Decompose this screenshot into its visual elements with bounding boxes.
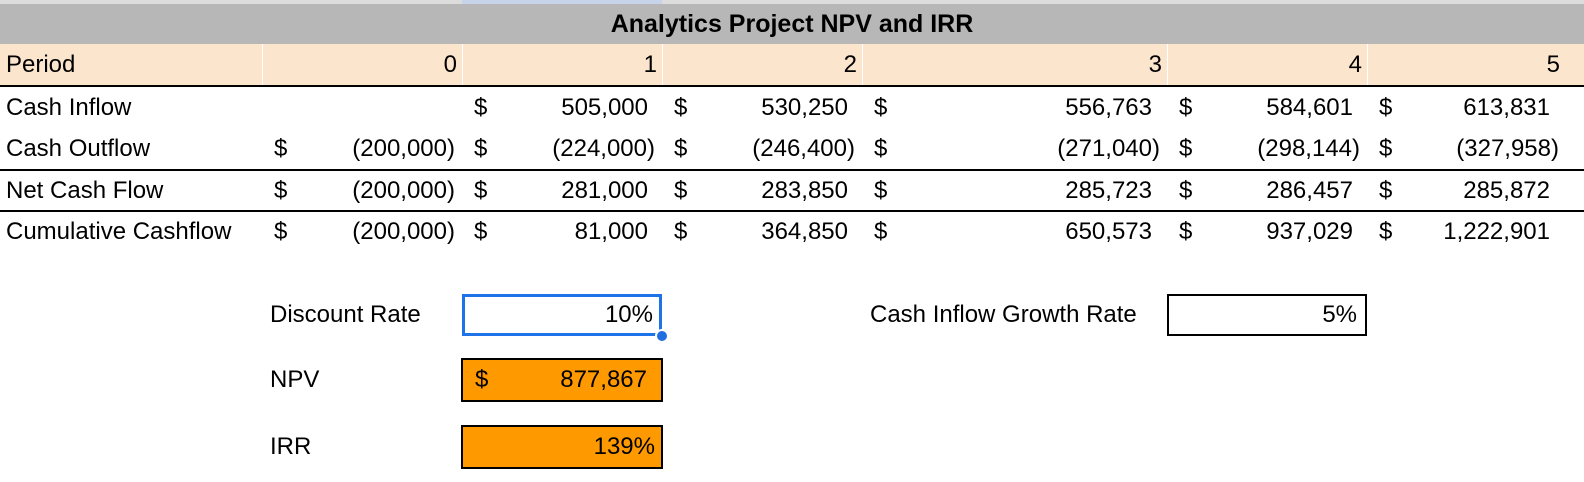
period-cell-4[interactable]: 4: [1348, 51, 1362, 78]
discount-rate-label[interactable]: Discount Rate: [270, 301, 421, 328]
currency-symbol: $: [674, 135, 688, 162]
currency-symbol: $: [874, 218, 888, 245]
irr-value: 139%: [593, 433, 655, 460]
cell-divider: [662, 44, 663, 86]
cumulative-cashflow-cell-2[interactable]: 364,850: [761, 218, 848, 245]
cash-inflow-label[interactable]: Cash Inflow: [6, 94, 132, 121]
row-border: [0, 85, 1584, 87]
cash-inflow-cell-3[interactable]: 556,763: [1065, 94, 1152, 121]
growth-rate-input[interactable]: 5%: [1167, 294, 1367, 336]
cash-inflow-cell-1[interactable]: 505,000: [561, 94, 648, 121]
cash-outflow-cell-2[interactable]: (246,400): [752, 135, 855, 162]
selected-column-indicator: [462, 0, 662, 4]
npv-cell[interactable]: $ 877,867: [461, 358, 663, 402]
currency-symbol: $: [274, 177, 288, 204]
currency-symbol: $: [1379, 218, 1393, 245]
cumulative-cashflow-cell-0[interactable]: (200,000): [352, 218, 455, 245]
growth-rate-label[interactable]: Cash Inflow Growth Rate: [870, 301, 1137, 328]
column-header-strip: [0, 0, 1584, 4]
net-cash-flow-cell-4[interactable]: 286,457: [1266, 177, 1353, 204]
npv-label[interactable]: NPV: [270, 366, 320, 393]
fill-handle[interactable]: [655, 329, 669, 343]
cash-outflow-cell-3[interactable]: (271,040): [1057, 135, 1160, 162]
currency-symbol: $: [1179, 94, 1193, 121]
currency-symbol: $: [274, 135, 288, 162]
period-row: [0, 44, 1584, 86]
net-cash-flow-cell-1[interactable]: 281,000: [561, 177, 648, 204]
currency-symbol: $: [1179, 177, 1193, 204]
currency-symbol: $: [474, 218, 488, 245]
currency-symbol: $: [475, 366, 489, 393]
currency-symbol: $: [874, 177, 888, 204]
cash-outflow-cell-1[interactable]: (224,000): [552, 135, 655, 162]
currency-symbol: $: [1179, 218, 1193, 245]
period-label[interactable]: Period: [6, 51, 76, 78]
cumulative-cashflow-label[interactable]: Cumulative Cashflow: [6, 218, 232, 245]
cash-outflow-cell-0[interactable]: (200,000): [352, 135, 455, 162]
cash-outflow-cell-4[interactable]: (298,144): [1257, 135, 1360, 162]
cell-divider: [262, 44, 263, 86]
cumulative-cashflow-cell-4[interactable]: 937,029: [1266, 218, 1353, 245]
cell-divider: [862, 44, 863, 86]
cell-divider: [1167, 44, 1168, 86]
cumulative-cashflow-cell-3[interactable]: 650,573: [1065, 218, 1152, 245]
currency-symbol: $: [474, 135, 488, 162]
cell-divider: [1367, 44, 1368, 86]
net-cash-flow-cell-3[interactable]: 285,723: [1065, 177, 1152, 204]
period-cell-2[interactable]: 2: [843, 51, 857, 78]
currency-symbol: $: [1179, 135, 1193, 162]
period-cell-3[interactable]: 3: [1148, 51, 1162, 78]
currency-symbol: $: [474, 94, 488, 121]
currency-symbol: $: [874, 135, 888, 162]
net-cash-flow-label[interactable]: Net Cash Flow: [6, 177, 164, 204]
cash-outflow-label[interactable]: Cash Outflow: [6, 135, 151, 162]
period-cell-0[interactable]: 0: [443, 51, 457, 78]
irr-cell[interactable]: 139%: [461, 425, 663, 469]
cumulative-cashflow-cell-5[interactable]: 1,222,901: [1443, 218, 1550, 245]
row-border: [0, 210, 1584, 212]
net-cash-flow-cell-2[interactable]: 283,850: [761, 177, 848, 204]
net-cash-flow-cell-5[interactable]: 285,872: [1463, 177, 1550, 204]
net-cash-flow-cell-0[interactable]: (200,000): [352, 177, 455, 204]
cash-inflow-cell-2[interactable]: 530,250: [761, 94, 848, 121]
cash-inflow-cell-5[interactable]: 613,831: [1463, 94, 1550, 121]
currency-symbol: $: [1379, 177, 1393, 204]
irr-label[interactable]: IRR: [270, 433, 312, 460]
cell-divider: [462, 44, 463, 86]
sheet-title-cell[interactable]: Analytics Project NPV and IRR: [0, 4, 1584, 44]
npv-value: 877,867: [560, 366, 647, 393]
row-border: [0, 169, 1584, 171]
currency-symbol: $: [874, 94, 888, 121]
period-cell-5[interactable]: 5: [1546, 51, 1560, 78]
cumulative-cashflow-cell-1[interactable]: 81,000: [574, 218, 648, 245]
period-cell-1[interactable]: 1: [643, 51, 657, 78]
currency-symbol: $: [274, 218, 288, 245]
cash-inflow-cell-4[interactable]: 584,601: [1266, 94, 1353, 121]
currency-symbol: $: [1379, 94, 1393, 121]
currency-symbol: $: [474, 177, 488, 204]
discount-rate-input[interactable]: 10%: [462, 294, 662, 336]
currency-symbol: $: [674, 218, 688, 245]
cash-outflow-cell-5[interactable]: (327,958): [1456, 135, 1559, 162]
currency-symbol: $: [1379, 135, 1393, 162]
currency-symbol: $: [674, 177, 688, 204]
currency-symbol: $: [674, 94, 688, 121]
